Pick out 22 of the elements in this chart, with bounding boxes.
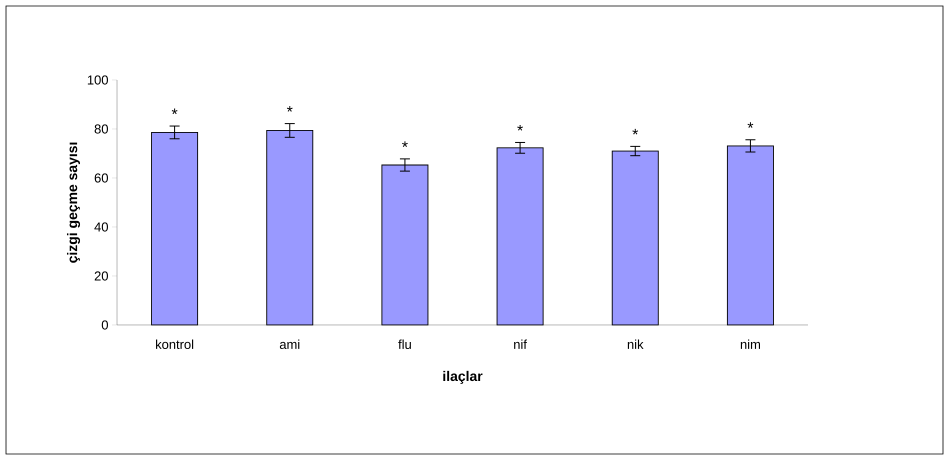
annotation: * (632, 128, 638, 134)
annotation: * (748, 122, 754, 128)
annotation: * (402, 141, 408, 147)
x-tick-label: ami (280, 340, 300, 350)
y-tick-label: 100 (88, 75, 108, 85)
annotation: * (286, 106, 293, 112)
x-tick-label: nif (514, 340, 527, 349)
bar (496, 147, 544, 326)
x-tick-label: flu (398, 340, 411, 350)
x-tick-label: kontrol (156, 340, 194, 350)
annotation: * (517, 124, 523, 131)
y-tick-label: 40 (94, 222, 108, 232)
annotation: * (172, 108, 178, 114)
y-axis-title: çizgi geçme sayısı (66, 142, 80, 263)
y-tick-label: 0 (102, 320, 108, 330)
y-tick-label: 60 (94, 173, 108, 183)
x-tick-label: nim (740, 340, 760, 349)
bar (612, 150, 659, 326)
x-tick-label: nik (628, 340, 644, 349)
y-tick-label: 20 (94, 271, 108, 281)
y-tick-label: 80 (94, 124, 108, 134)
x-axis-title: ilaçlar (443, 370, 482, 384)
